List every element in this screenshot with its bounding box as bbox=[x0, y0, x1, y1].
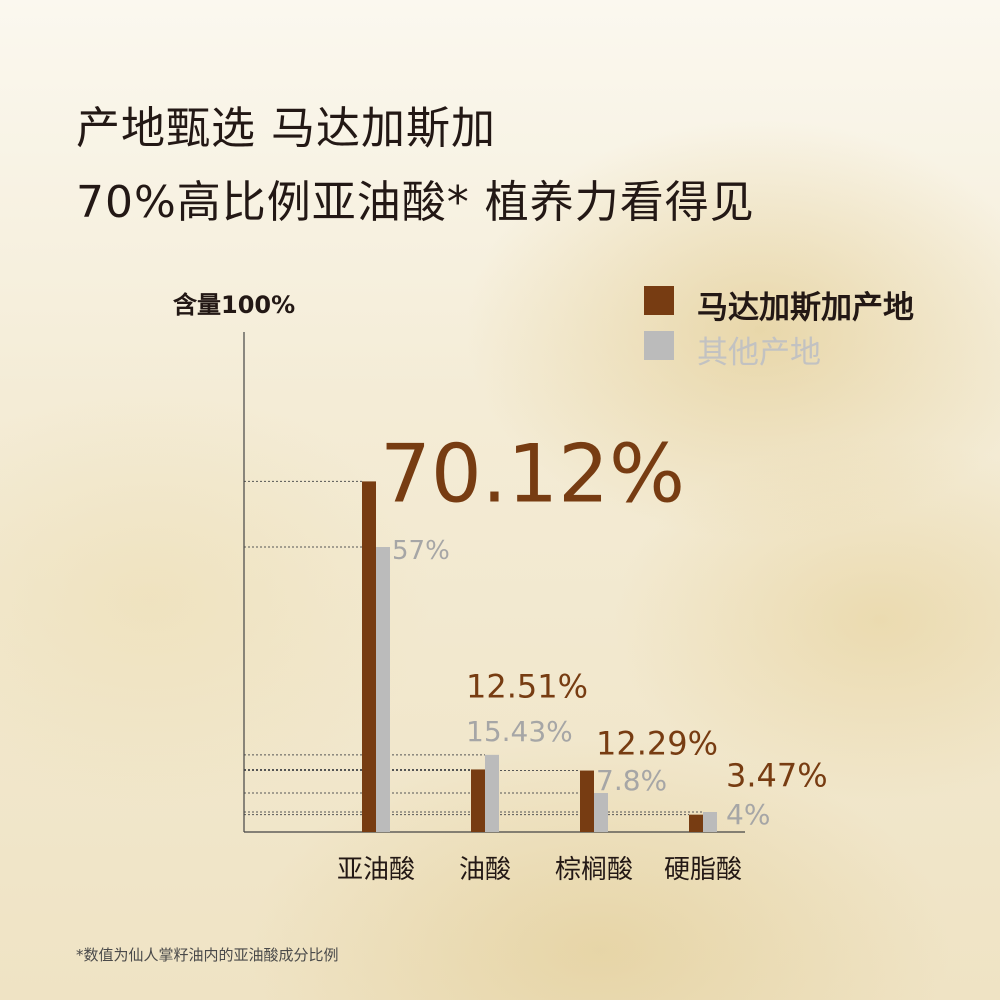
bar-other bbox=[703, 812, 717, 832]
category-label: 油酸 bbox=[459, 855, 511, 885]
legend-label-other: 其他产地 bbox=[697, 335, 821, 371]
data-label-madagascar: 12.29% bbox=[596, 725, 718, 763]
bar-other bbox=[485, 754, 499, 832]
data-label-madagascar: 12.51% bbox=[466, 667, 588, 705]
bar-madagascar bbox=[471, 769, 485, 832]
data-label-other: 57% bbox=[392, 536, 450, 566]
category-label: 棕榈酸 bbox=[555, 855, 633, 885]
bar-other bbox=[594, 793, 608, 832]
bar-madagascar bbox=[362, 481, 376, 832]
legend-label-madagascar: 马达加斯加产地 bbox=[697, 290, 914, 326]
headline-line-2: 70%高比例亚油酸* 植养力看得见 bbox=[76, 177, 755, 228]
legend-swatch-other bbox=[644, 331, 674, 360]
bar-other bbox=[376, 547, 390, 832]
bar-madagascar bbox=[580, 770, 594, 832]
category-label: 硬脂酸 bbox=[664, 855, 742, 885]
bar-madagascar bbox=[689, 814, 703, 832]
data-label-other: 7.8% bbox=[596, 764, 667, 797]
headline-line-1: 产地甄选 马达加斯加 bbox=[76, 103, 496, 154]
y-axis-label: 含量100% bbox=[173, 291, 296, 319]
legend-swatch-madagascar bbox=[644, 286, 674, 315]
category-label: 亚油酸 bbox=[337, 855, 415, 885]
data-label-other: 4% bbox=[726, 798, 770, 831]
data-label-other: 15.43% bbox=[466, 715, 573, 748]
footnote: *数值为仙人掌籽油内的亚油酸成分比例 bbox=[76, 946, 339, 964]
data-label-madagascar: 70.12% bbox=[380, 427, 685, 520]
data-label-madagascar: 3.47% bbox=[726, 757, 828, 795]
